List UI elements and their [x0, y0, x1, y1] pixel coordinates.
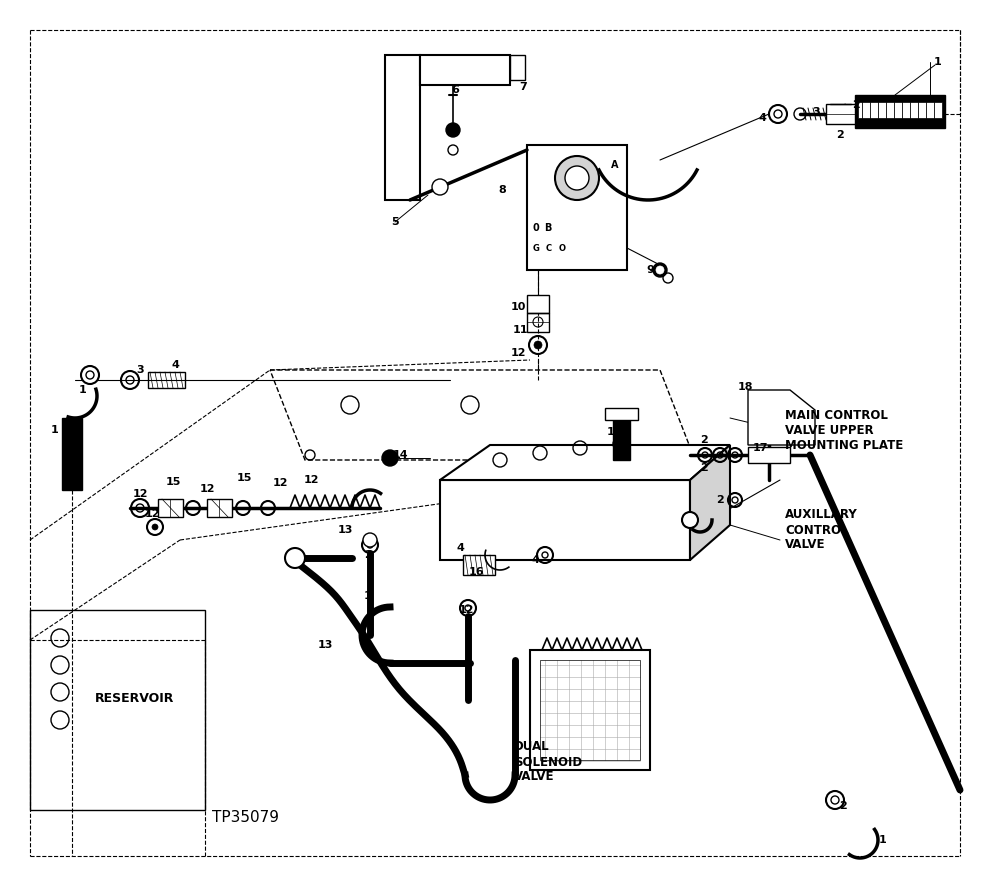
Polygon shape [158, 499, 183, 517]
Text: 1: 1 [879, 835, 887, 845]
Circle shape [534, 341, 542, 349]
Circle shape [432, 179, 448, 195]
Text: 15: 15 [237, 473, 251, 483]
Polygon shape [385, 55, 420, 200]
Text: 9: 9 [646, 265, 654, 275]
Circle shape [555, 156, 599, 200]
Text: 0: 0 [533, 223, 540, 233]
Text: C: C [546, 244, 552, 253]
Text: G: G [533, 244, 540, 253]
Text: 12: 12 [272, 478, 287, 488]
Text: 11: 11 [512, 325, 528, 335]
Polygon shape [855, 95, 945, 128]
Circle shape [363, 533, 377, 547]
Circle shape [285, 548, 305, 568]
Text: 1: 1 [51, 425, 59, 435]
Polygon shape [440, 445, 730, 480]
Text: 10: 10 [510, 302, 526, 312]
Polygon shape [527, 145, 627, 270]
Text: 12: 12 [510, 348, 526, 358]
Text: 12: 12 [144, 509, 160, 519]
Bar [30, 610, 205, 810]
Polygon shape [420, 55, 510, 85]
Polygon shape [858, 102, 942, 118]
Text: B: B [545, 223, 552, 233]
Text: 5: 5 [392, 217, 399, 227]
Circle shape [446, 123, 460, 137]
Circle shape [656, 266, 664, 274]
Text: 8: 8 [498, 185, 506, 195]
Text: 2: 2 [700, 463, 708, 473]
Text: 18: 18 [738, 382, 752, 392]
Text: 13: 13 [606, 427, 621, 437]
Text: 13: 13 [337, 525, 353, 535]
Circle shape [382, 450, 398, 466]
Text: 6: 6 [451, 85, 459, 95]
Text: 12: 12 [458, 605, 474, 615]
Polygon shape [748, 447, 790, 463]
Text: 4: 4 [456, 543, 464, 553]
Polygon shape [207, 499, 232, 517]
Text: 1: 1 [364, 591, 372, 601]
Text: O: O [559, 244, 566, 253]
Text: 15: 15 [165, 477, 181, 487]
Text: 16: 16 [468, 567, 484, 577]
Text: MAIN CONTROL
VALVE UPPER
MOUNTING PLATE: MAIN CONTROL VALVE UPPER MOUNTING PLATE [785, 408, 904, 452]
Text: DUAL
SOLENOID
VALVE: DUAL SOLENOID VALVE [514, 741, 582, 783]
Text: 13: 13 [317, 640, 333, 650]
Circle shape [81, 366, 99, 384]
Text: 3: 3 [812, 107, 820, 117]
Text: 3: 3 [136, 365, 144, 375]
Polygon shape [440, 480, 690, 560]
Polygon shape [826, 104, 855, 124]
Text: 12: 12 [303, 475, 319, 485]
Circle shape [653, 263, 667, 277]
Bar [540, 660, 640, 760]
Text: 7: 7 [519, 82, 527, 92]
Polygon shape [270, 370, 695, 460]
Circle shape [565, 166, 589, 190]
Text: 1: 1 [80, 385, 86, 395]
Text: 12: 12 [132, 489, 148, 499]
Text: AUXILLARY
CONTROL
VALVE: AUXILLARY CONTROL VALVE [785, 509, 858, 551]
Polygon shape [62, 418, 82, 490]
Text: 12: 12 [199, 484, 215, 494]
Text: TP35079: TP35079 [212, 811, 278, 826]
Polygon shape [690, 445, 730, 560]
Text: 1: 1 [934, 57, 942, 67]
Text: 2: 2 [852, 100, 860, 110]
Polygon shape [613, 418, 630, 460]
Text: 4: 4 [171, 360, 179, 370]
Text: 2: 2 [700, 435, 708, 445]
Polygon shape [510, 55, 525, 80]
Text: 4: 4 [531, 555, 539, 565]
Text: RESERVOIR: RESERVOIR [95, 691, 174, 704]
Text: 4: 4 [758, 113, 766, 123]
Text: 2: 2 [836, 130, 844, 140]
Text: A: A [611, 160, 618, 170]
Text: 2: 2 [716, 495, 724, 505]
Circle shape [152, 524, 158, 530]
Polygon shape [605, 408, 638, 420]
Circle shape [682, 512, 698, 528]
Polygon shape [527, 295, 549, 313]
Polygon shape [530, 650, 650, 770]
Polygon shape [463, 555, 495, 575]
Text: 14: 14 [393, 450, 408, 460]
Text: 2: 2 [839, 801, 847, 811]
Text: 17: 17 [752, 443, 767, 453]
Text: 2: 2 [364, 550, 372, 560]
Polygon shape [748, 390, 815, 445]
